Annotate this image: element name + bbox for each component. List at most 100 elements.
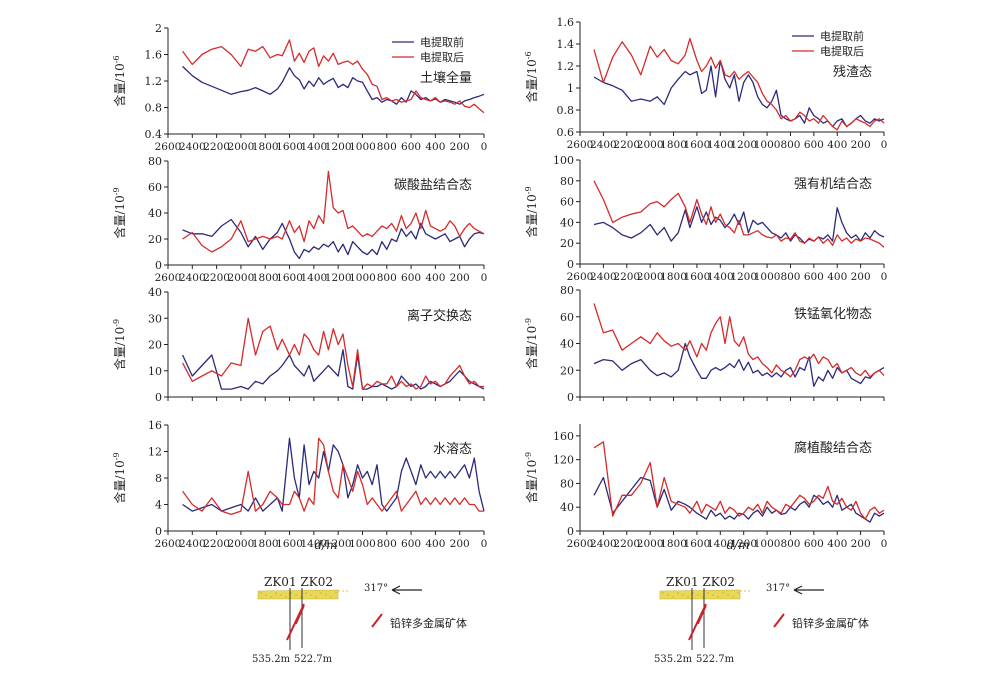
x-tick-label: 1000 [349, 538, 376, 550]
series-line-after [593, 441, 885, 520]
x-tick-label: 2200 [203, 272, 230, 284]
cross-section-2: ZK01 ZK02 535.2m 522.7m 317° 铅锌多金属矿体 [654, 575, 869, 665]
soil-dot [315, 596, 317, 598]
x-tick-label: 1600 [684, 139, 711, 151]
series-line-before [182, 218, 485, 260]
chart-panel-6: 0 20 40 60 80 含量/10-9 铁锰氧化物态 [524, 284, 885, 404]
series-line-after [593, 37, 885, 131]
y-tick-label: 30 [148, 312, 162, 325]
panel-title: 强有机结合态 [794, 177, 872, 192]
y-tick-label: 80 [560, 175, 574, 188]
depth-label-zk01: 535.2m [654, 654, 693, 665]
x-tick-label: 1400 [300, 141, 327, 153]
x-tick-label: 0 [481, 538, 488, 550]
x-tick-label: 1800 [252, 141, 279, 153]
y-tick-label: 2 [155, 22, 162, 35]
x-tick-label: 0 [881, 139, 888, 151]
x-tick-label: 0 [481, 272, 488, 284]
soil-dot [295, 594, 297, 596]
y-axis-label: 含量/10-6 [524, 51, 539, 102]
ore-legend-swatch [371, 613, 383, 628]
panel-title: 铁锰氧化物态 [794, 307, 872, 322]
x-tick-label: 2000 [637, 538, 664, 550]
y-axis-label: 含量/10-9 [524, 452, 539, 503]
soil-dot [300, 596, 302, 598]
soil-dot [672, 596, 674, 598]
y-tick-label: 60 [560, 196, 574, 209]
x-tick-label: 400 [827, 538, 847, 550]
soil-dot [260, 592, 262, 594]
direction-arrow-icon [391, 585, 422, 595]
panel-title: 离子交换态 [407, 308, 472, 324]
x-tick-label: 200 [450, 272, 470, 284]
soil-dot [662, 592, 664, 594]
depth-label-zk02: 522.7m [696, 654, 735, 665]
ore-body-2 [295, 605, 305, 625]
series-line-before [593, 342, 885, 387]
x-tick-label: 1400 [707, 271, 734, 283]
x-axis-label: d/m [726, 538, 749, 552]
x-tick-label: 800 [780, 538, 800, 550]
x-tick-label: 400 [425, 538, 445, 550]
series-line-after [593, 180, 885, 248]
soil-dot [702, 596, 704, 598]
ore-body-1 [688, 603, 707, 641]
soil-dot [310, 594, 312, 596]
series-line-before [593, 206, 885, 244]
y-tick-label: 0 [567, 525, 574, 538]
x-tick-label: 200 [851, 538, 871, 550]
y-tick-label: 60 [148, 181, 162, 194]
soil-dot [697, 594, 699, 596]
x-tick-label: 2400 [590, 271, 617, 283]
ore-legend-label: 铅锌多金属矿体 [390, 616, 467, 630]
x-tick-label: 400 [827, 271, 847, 283]
legend-label-after: 电提取后 [420, 51, 464, 64]
soil-dot [692, 592, 694, 594]
x-tick-label: 2600 [155, 141, 182, 153]
x-tick-label: 600 [401, 538, 421, 550]
series-line-before [593, 476, 885, 523]
chart-panel-2: 0.60.811.21.41.6260024002200200018001600… [524, 16, 887, 151]
soil-layer [257, 589, 339, 600]
y-tick-label: 80 [148, 155, 162, 168]
series-line-after [182, 437, 484, 516]
soil-dot [677, 592, 679, 594]
x-tick-label: 800 [377, 272, 397, 284]
x-tick-label: 1800 [660, 271, 687, 283]
x-tick-label: 2600 [567, 271, 594, 283]
x-tick-label: 1000 [754, 271, 781, 283]
x-tick-label: 2400 [179, 538, 206, 550]
x-tick-label: 2000 [228, 272, 255, 284]
y-tick-label: 1.6 [557, 16, 575, 29]
ore-body-1 [286, 603, 305, 641]
x-tick-label: 2400 [590, 538, 617, 550]
y-tick-label: 4 [155, 499, 162, 512]
chart-panel-7: 0481216260024002200200018001600140012001… [112, 419, 487, 550]
y-tick-label: 20 [148, 233, 162, 246]
x-tick-label: 600 [804, 139, 824, 151]
series-line-after [593, 303, 885, 378]
y-tick-label: 1.2 [557, 60, 575, 73]
x-tick-label: 2200 [613, 538, 640, 550]
soil-dot [335, 592, 337, 594]
x-tick-label: 1000 [349, 141, 376, 153]
drill-hole-labels: ZK01 ZK02 [666, 575, 735, 589]
legend-label-before: 电提取前 [420, 35, 464, 49]
x-tick-label: 600 [401, 272, 421, 284]
x-tick-label: 0 [881, 538, 888, 550]
x-tick-label: 1600 [276, 141, 303, 153]
y-tick-label: 0 [567, 391, 574, 404]
y-axis-label: 含量/10-9 [524, 186, 539, 237]
x-tick-label: 400 [827, 139, 847, 151]
ore-legend-swatch [773, 613, 785, 628]
x-tick-label: 200 [851, 271, 871, 283]
y-tick-label: 0.6 [557, 126, 575, 139]
y-tick-label: 8 [155, 472, 162, 485]
y-tick-label: 20 [560, 364, 574, 377]
chart-panel-4: 0204060801002600240022002000180016001400… [524, 154, 887, 283]
y-tick-label: 1.2 [145, 75, 163, 88]
soil-dot [320, 592, 322, 594]
series-line-after [182, 170, 485, 253]
